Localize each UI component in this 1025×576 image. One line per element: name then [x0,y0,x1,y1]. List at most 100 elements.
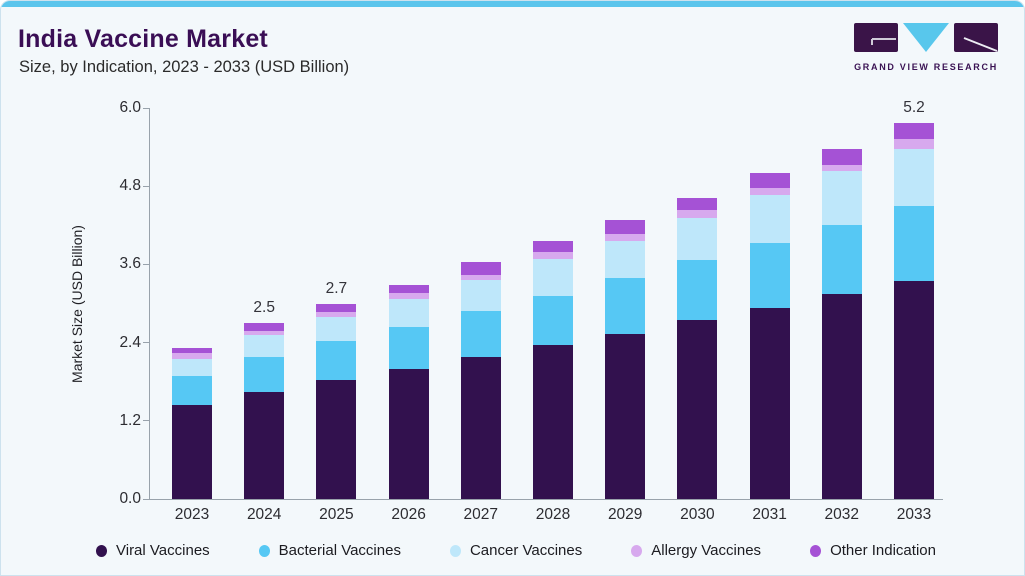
bar-segment-bacterial-vaccines [460,310,501,358]
bar-2030 [677,197,718,499]
bar-segment-allergy-vaccines [894,138,934,149]
bar-segment-bacterial-vaccines [533,295,573,345]
bar-segment-other-indication [172,347,212,354]
y-tick-mark [143,107,149,109]
x-tick-label-2029: 2029 [607,506,643,523]
bar-2024 [244,323,285,499]
y-tick-label: 0.0 [119,490,141,507]
chart-plot-area: 0.0 1.2 2.4 3.6 4.8 6.0 2023 2.5 2024 2.7 2025 2026… [119,99,943,523]
x-tick-label-2026: 2026 [391,506,426,523]
chart-legend: Viral Vaccines Bacterial Vaccines Cancer V… [96,542,936,559]
bar-segment-bacterial-vaccines [244,357,285,392]
bar-segment-viral-vaccines [388,368,429,499]
y-tick-mark [143,263,149,265]
bar-segment-bacterial-vaccines [677,260,718,321]
logo-text: GRAND VIEW RESEARCH [854,62,998,72]
x-tick-label-2025: 2025 [319,506,354,523]
bar-segment-other-indication [894,122,934,139]
legend-dot-icon [96,544,107,557]
bar-segment-other-indication [605,219,646,235]
bar-segment-allergy-vaccines [388,292,429,299]
x-tick-label-2024: 2024 [246,506,282,523]
bar-segment-allergy-vaccines [605,234,646,242]
top-accent-stripe [1,1,1024,7]
bar-segment-cancer-vaccines [388,298,429,327]
page-subtitle: Size, by Indication, 2023 - 2033 (USD Bi… [19,58,350,76]
legend-item-allergy-vaccines: Allergy Vaccines [631,542,761,559]
bar-2029 [605,219,646,499]
bar-segment-other-indication [677,197,718,211]
bar-2032 [821,149,862,499]
bar-segment-cancer-vaccines [172,359,212,376]
bar-segment-allergy-vaccines [677,210,718,219]
x-tick-label-2031: 2031 [752,506,787,523]
bar-total-label-2024: 2.5 [253,299,275,317]
y-tick-mark [143,420,149,422]
page-title: India Vaccine Market [18,25,268,53]
legend-item-viral-vaccines: Viral Vaccines [96,542,210,559]
bar-segment-cancer-vaccines [316,317,357,342]
bar-segment-other-indication [821,149,862,166]
bar-2028 [533,241,573,499]
bar-segment-bacterial-vaccines [749,242,790,308]
bar-segment-other-indication [460,262,501,275]
legend-dot-icon [449,544,461,557]
legend-dot-icon [810,544,822,557]
bar-segment-viral-vaccines [316,380,357,499]
legend-label: Viral Vaccines [116,542,210,559]
legend-label: Other Indication [830,542,936,559]
gvr-logo-icon [854,23,998,52]
bar-segment-other-indication [316,304,357,313]
bar-2023 [172,347,212,499]
legend-label: Allergy Vaccines [651,542,762,559]
bar-segment-other-indication [244,323,285,332]
x-tick-label-2030: 2030 [680,506,715,523]
x-tick-label-2023: 2023 [174,506,210,523]
legend-dot-icon [258,544,270,557]
bar-segment-other-indication [749,172,790,188]
bar-segment-cancer-vaccines [821,171,862,226]
bar-segment-other-indication [388,284,429,293]
bar-2026 [388,284,429,499]
y-tick-mark [143,498,149,500]
bar-total-label-2025: 2.7 [325,280,348,298]
bar-segment-allergy-vaccines [316,312,357,318]
bar-segment-cancer-vaccines [244,335,285,358]
bar-segment-viral-vaccines [677,320,718,499]
x-tick-label-2033: 2033 [896,506,932,523]
bar-segment-allergy-vaccines [244,331,285,336]
y-tick-label: 4.8 [119,177,141,195]
bar-segment-cancer-vaccines [894,148,934,206]
x-tick-label-2032: 2032 [824,506,860,523]
bar-segment-bacterial-vaccines [605,278,646,334]
x-tick-label-2028: 2028 [535,506,571,523]
legend-item-cancer-vaccines: Cancer Vaccines [449,542,582,559]
y-tick-mark [143,185,149,187]
bar-segment-bacterial-vaccines [172,375,212,405]
bar-segment-cancer-vaccines [605,241,646,279]
bar-2025 [316,304,357,499]
y-tick-label: 2.4 [119,333,141,351]
bar-segment-viral-vaccines [821,294,862,499]
bar-segment-viral-vaccines [894,281,934,499]
bar-segment-viral-vaccines [244,391,285,499]
y-tick-label: 3.6 [119,255,141,273]
bar-segment-bacterial-vaccines [316,341,357,381]
legend-label: Bacterial Vaccines [278,542,401,559]
bar-segment-bacterial-vaccines [821,225,862,295]
bar-segment-cancer-vaccines [677,218,718,261]
bar-segment-bacterial-vaccines [388,326,429,369]
bar-2033 [894,122,934,499]
bar-segment-bacterial-vaccines [894,205,934,282]
y-tick-mark [143,342,149,344]
grand-view-research-logo: GRAND VIEW RESEARCH [850,22,1002,72]
bar-segment-viral-vaccines [605,333,646,499]
bar-segment-allergy-vaccines [821,165,862,172]
bar-total-label-2033: 5.2 [903,98,925,116]
bar-segment-allergy-vaccines [749,187,790,195]
bar-segment-viral-vaccines [172,404,212,499]
bar-segment-other-indication [533,241,573,253]
x-tick-label-2027: 2027 [463,506,499,523]
bar-2027 [460,262,501,499]
